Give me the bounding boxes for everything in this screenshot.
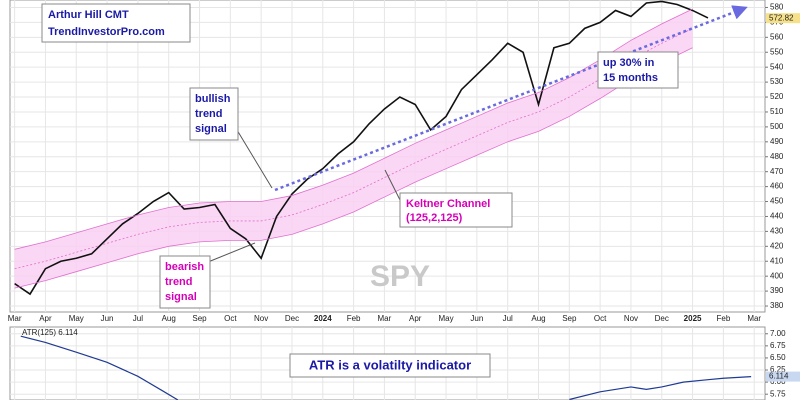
x-tick-label: 2024: [314, 314, 332, 323]
x-tick-label: Oct: [594, 314, 607, 323]
pointer: [384, 169, 401, 201]
x-tick-label: Aug: [531, 314, 545, 323]
y-tick-label: 440: [770, 212, 784, 221]
y-tick-label: 380: [770, 301, 784, 310]
y-tick-label: 6.00: [770, 377, 786, 386]
watermark: SPY: [370, 260, 430, 293]
author-site: TrendInvestorPro.com: [48, 26, 165, 38]
x-tick-label: Mar: [378, 314, 392, 323]
y-tick-label: 470: [770, 167, 784, 176]
x-tick-label: Feb: [716, 314, 730, 323]
y-tick-label: 7.00: [770, 329, 786, 338]
y-tick-label: 490: [770, 137, 784, 146]
x-tick-label: May: [438, 314, 453, 323]
y-tick-label: 460: [770, 182, 784, 191]
indicator-title: ATR(125) 6.114: [22, 328, 78, 337]
y-tick-label: 410: [770, 256, 784, 265]
last-price-tag: [766, 13, 800, 24]
y-tick-label: 520: [770, 92, 784, 101]
x-tick-label: Jul: [503, 314, 513, 323]
gain-note: up 30% in: [603, 57, 655, 69]
y-tick-label: 540: [770, 62, 784, 71]
bearish-box: [159, 255, 211, 309]
last-indicator-tag: [766, 371, 800, 382]
series-line: [14, 47, 693, 289]
x-tick-label: Jul: [133, 314, 143, 323]
trend-arrow: [274, 5, 748, 192]
y-tick-label: 5.75: [770, 389, 786, 398]
x-tick-label: Jun: [470, 314, 483, 323]
keltner-box: [399, 192, 513, 228]
indicator-note: ATR is a volatilty indicator: [309, 357, 471, 372]
x-tick-label: Sep: [192, 314, 207, 323]
keltner-middle: [14, 28, 693, 270]
x-tick-label: Apr: [39, 314, 52, 323]
x-tick-label: Dec: [655, 314, 669, 323]
x-tick-label: Jun: [101, 314, 114, 323]
series-line: [14, 0, 709, 296]
bearish-note: trend: [165, 276, 193, 288]
x-tick-label: Mar: [8, 314, 22, 323]
x-tick-label: 2025: [684, 314, 702, 323]
y-tick-label: 430: [770, 226, 784, 235]
keltner-note: Keltner Channel: [406, 198, 490, 210]
bearish-note: signal: [165, 291, 197, 303]
y-tick-label: 400: [770, 271, 784, 280]
y-tick-label: 450: [770, 197, 784, 206]
series-line: [569, 376, 752, 400]
x-tick-label: Aug: [162, 314, 176, 323]
x-tick-label: Mar: [747, 314, 761, 323]
y-tick-label: 6.50: [770, 353, 786, 362]
bearish-note: bearish: [165, 261, 204, 273]
x-tick-label: Feb: [347, 314, 361, 323]
y-tick-label: 390: [770, 286, 784, 295]
y-tick-label: 550: [770, 47, 784, 56]
x-tick-label: Apr: [409, 314, 422, 323]
series-line: [20, 335, 179, 400]
pointer: [207, 242, 256, 263]
y-tick-label: 500: [770, 122, 784, 131]
keltner-note: (125,2,125): [406, 212, 463, 224]
x-tick-label: Nov: [624, 314, 638, 323]
x-tick-label: Oct: [224, 314, 237, 323]
y-tick-label: 530: [770, 77, 784, 86]
indicator-note-box: [289, 353, 491, 378]
author-box: [41, 3, 191, 43]
y-tick-label: 580: [770, 3, 784, 12]
y-tick-label: 6.25: [770, 365, 786, 374]
y-tick-label: 420: [770, 241, 784, 250]
x-tick-label: Nov: [254, 314, 268, 323]
y-tick-label: 510: [770, 107, 784, 116]
bullish-note: signal: [195, 123, 227, 135]
x-tick-label: May: [69, 314, 84, 323]
keltner-band: [14, 8, 693, 289]
last-indicator: 6.114: [769, 372, 789, 381]
bullish-note: trend: [195, 108, 223, 120]
gain-note: 15 months: [603, 72, 658, 84]
author: Arthur Hill CMT: [48, 9, 129, 21]
y-tick-label: 6.75: [770, 341, 786, 350]
y-tick-label: 560: [770, 32, 784, 41]
bullish-box: [189, 87, 239, 141]
bullish-note: bullish: [195, 93, 231, 105]
last-price: 572.82: [769, 13, 794, 22]
x-tick-label: Sep: [562, 314, 577, 323]
pointer: [236, 129, 273, 189]
x-tick-label: Dec: [285, 314, 299, 323]
gain-box: [597, 51, 679, 89]
y-tick-label: 480: [770, 152, 784, 161]
